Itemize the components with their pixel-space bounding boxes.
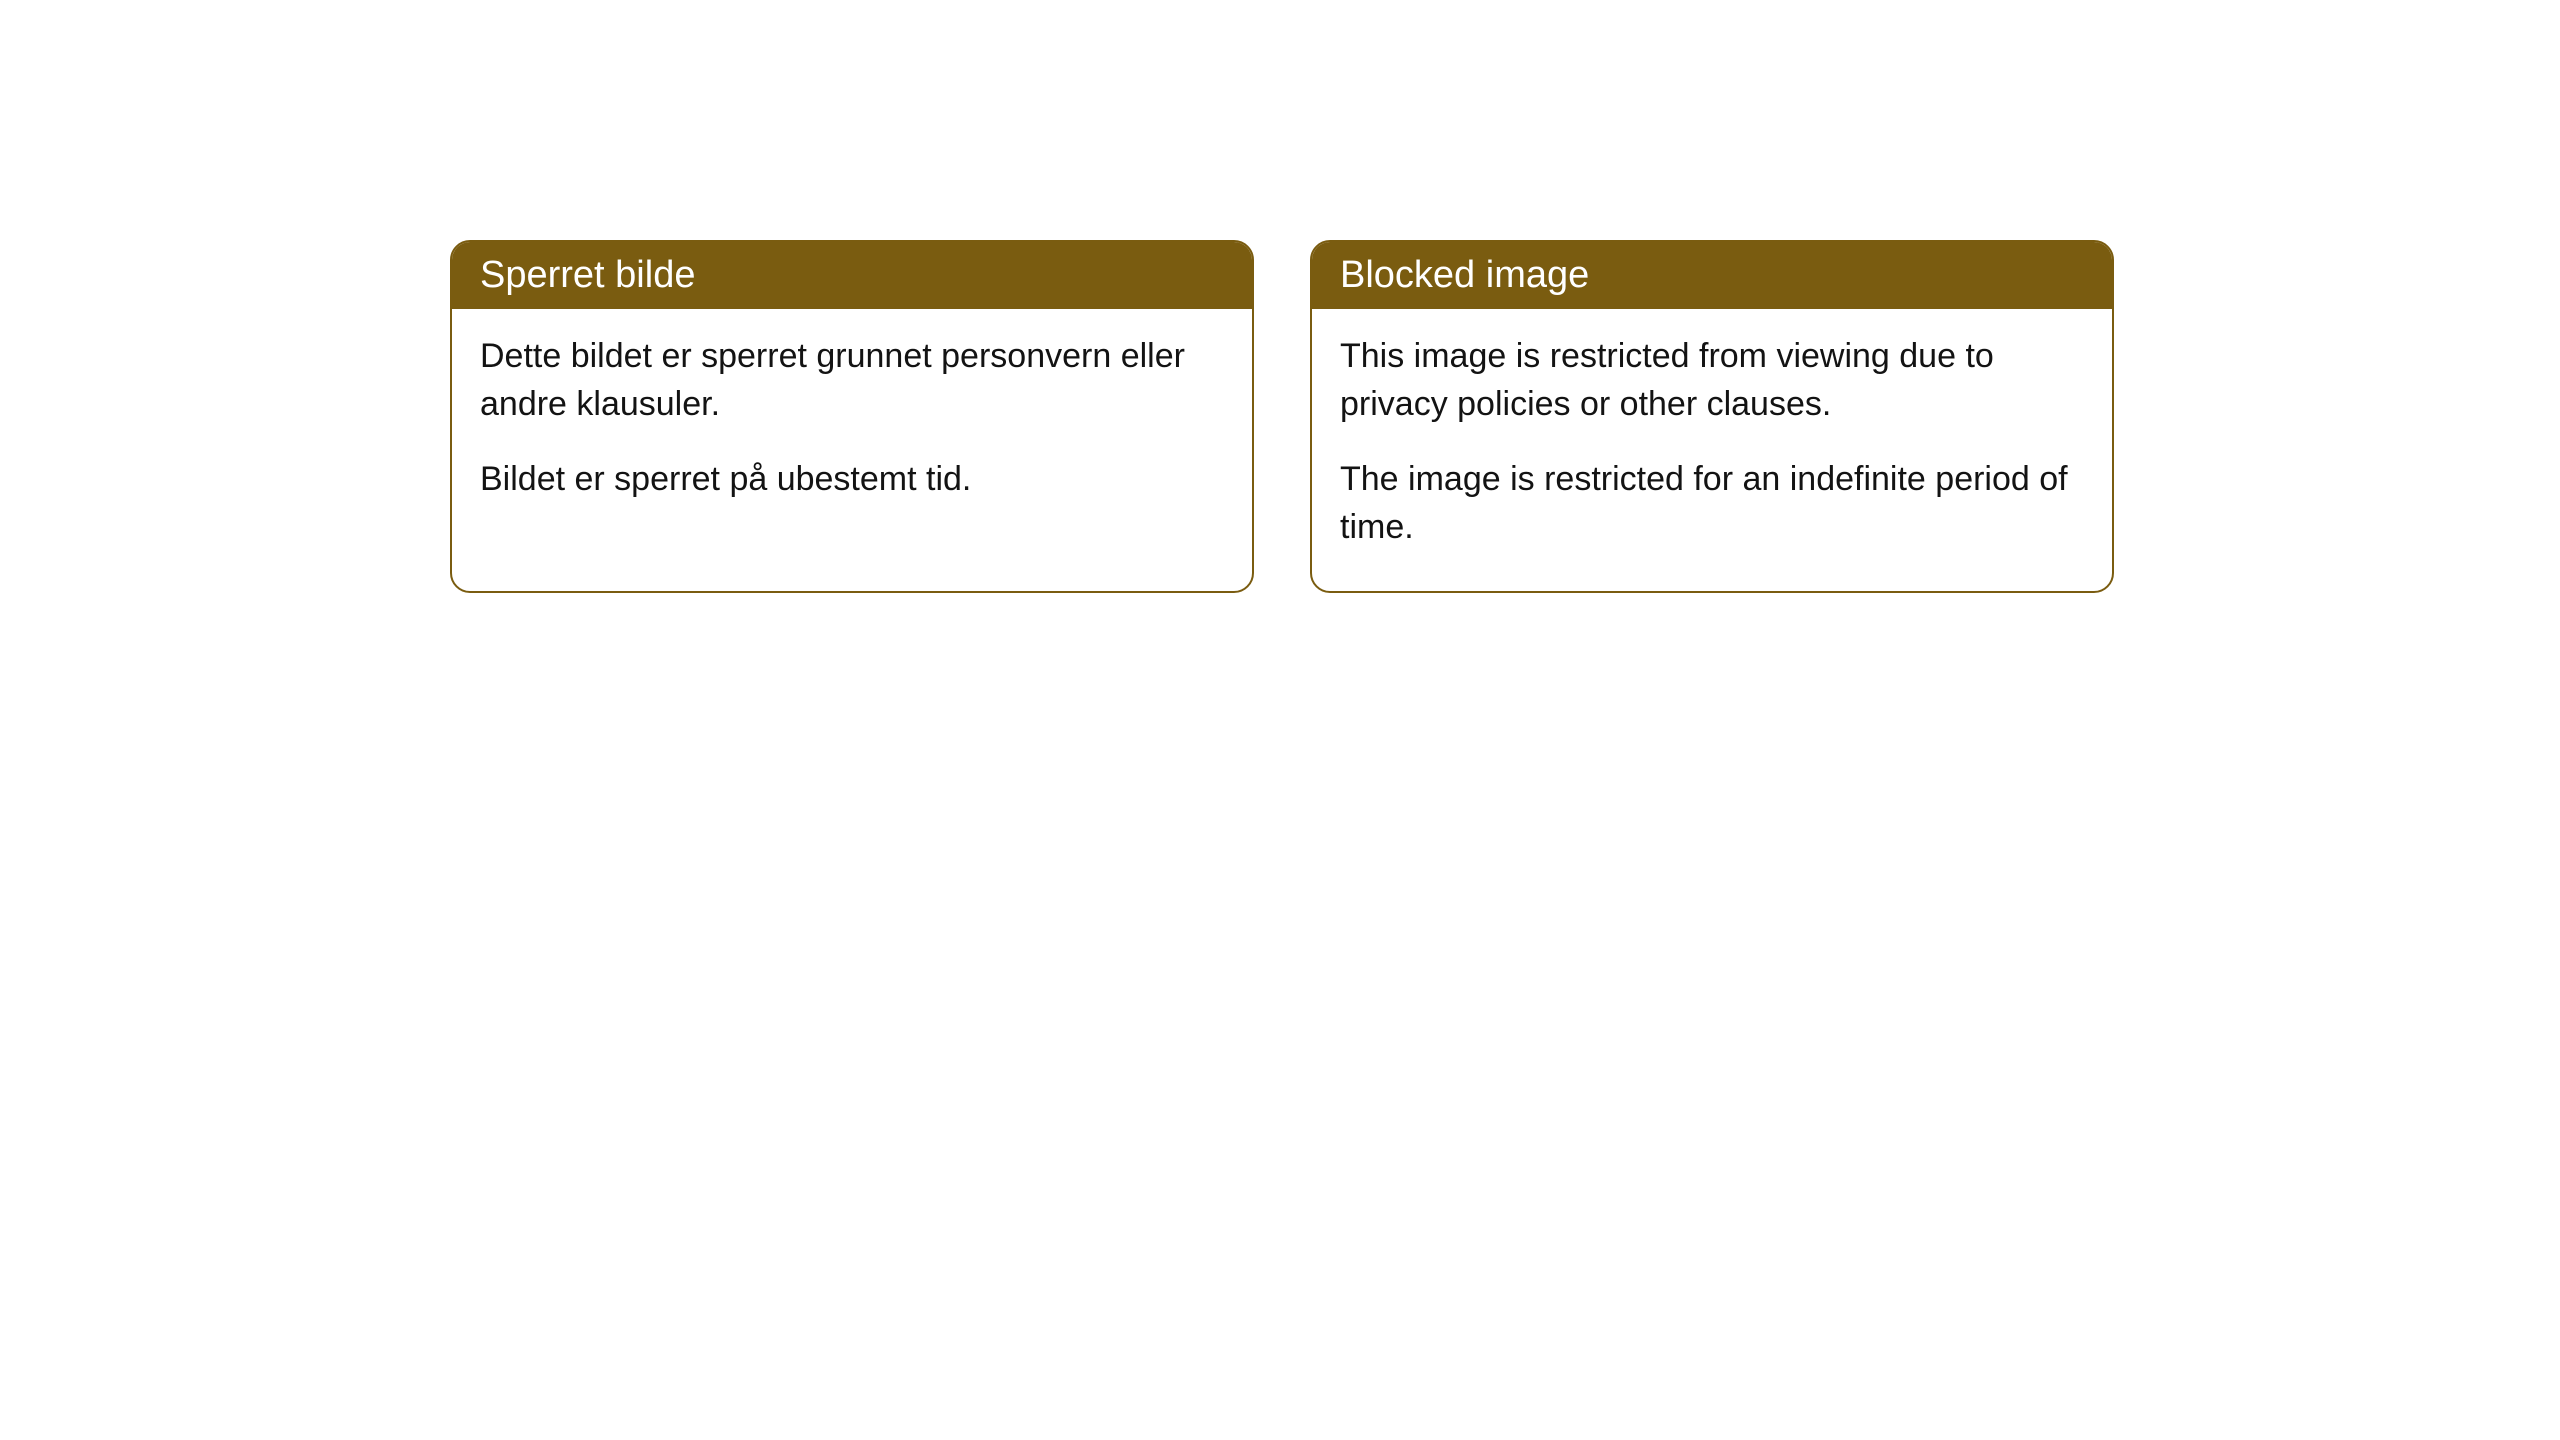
notice-text-english-1: This image is restricted from viewing du… bbox=[1340, 333, 2084, 428]
blocked-image-card-norwegian: Sperret bilde Dette bildet er sperret gr… bbox=[450, 240, 1254, 593]
blocked-image-card-english: Blocked image This image is restricted f… bbox=[1310, 240, 2114, 593]
card-title-english: Blocked image bbox=[1340, 254, 1589, 296]
notice-cards-container: Sperret bilde Dette bildet er sperret gr… bbox=[450, 240, 2560, 593]
card-header-norwegian: Sperret bilde bbox=[452, 242, 1252, 309]
notice-text-norwegian-1: Dette bildet er sperret grunnet personve… bbox=[480, 333, 1224, 428]
card-body-english: This image is restricted from viewing du… bbox=[1312, 309, 2112, 591]
card-title-norwegian: Sperret bilde bbox=[480, 254, 695, 296]
card-body-norwegian: Dette bildet er sperret grunnet personve… bbox=[452, 309, 1252, 544]
card-header-english: Blocked image bbox=[1312, 242, 2112, 309]
notice-text-norwegian-2: Bildet er sperret på ubestemt tid. bbox=[480, 456, 1224, 504]
notice-text-english-2: The image is restricted for an indefinit… bbox=[1340, 456, 2084, 551]
